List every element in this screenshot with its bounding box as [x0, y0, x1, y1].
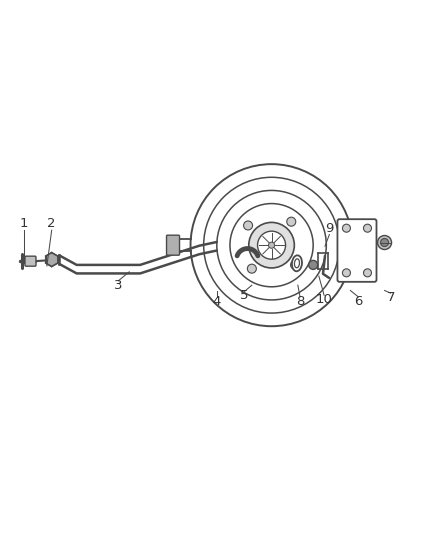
- Circle shape: [287, 217, 296, 226]
- Circle shape: [290, 261, 300, 269]
- Circle shape: [309, 261, 318, 269]
- Circle shape: [343, 224, 350, 232]
- Text: 7: 7: [386, 291, 395, 304]
- Text: 10: 10: [316, 293, 332, 306]
- Circle shape: [244, 221, 253, 230]
- Circle shape: [343, 269, 350, 277]
- Circle shape: [247, 264, 256, 273]
- Ellipse shape: [292, 255, 302, 271]
- Circle shape: [191, 164, 353, 326]
- Text: 4: 4: [212, 295, 221, 308]
- Circle shape: [249, 222, 294, 268]
- Circle shape: [364, 224, 371, 232]
- Polygon shape: [46, 253, 58, 266]
- FancyBboxPatch shape: [166, 235, 180, 255]
- Text: 5: 5: [240, 289, 249, 302]
- Circle shape: [381, 238, 389, 247]
- Text: 9: 9: [325, 222, 334, 235]
- FancyBboxPatch shape: [337, 219, 377, 282]
- Text: 6: 6: [354, 295, 363, 308]
- Text: 2: 2: [47, 217, 56, 230]
- FancyBboxPatch shape: [25, 256, 36, 266]
- Text: 1: 1: [20, 217, 28, 230]
- Circle shape: [378, 236, 392, 249]
- Text: 8: 8: [296, 295, 304, 308]
- Text: 3: 3: [114, 279, 123, 292]
- Circle shape: [364, 269, 371, 277]
- Circle shape: [258, 231, 286, 259]
- Circle shape: [268, 242, 275, 248]
